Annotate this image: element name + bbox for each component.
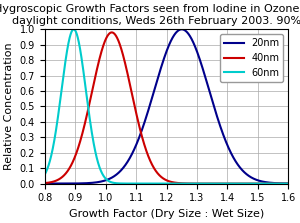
20nm [56, 182, 59, 185]
60nm [235, 182, 238, 185]
20nm [280, 182, 283, 185]
60nm [72, 28, 76, 31]
60nm [279, 182, 283, 185]
40nm [286, 182, 290, 185]
60nm [43, 173, 46, 176]
40nm [43, 182, 46, 184]
40nm [161, 177, 165, 180]
Line: 40nm: 40nm [45, 32, 288, 184]
40nm [110, 31, 114, 34]
20nm [43, 182, 46, 185]
40nm [155, 171, 159, 174]
20nm [155, 81, 158, 83]
X-axis label: Growth Factor (Dry Size : Wet Size): Growth Factor (Dry Size : Wet Size) [69, 209, 264, 219]
60nm [161, 182, 165, 185]
20nm [161, 60, 165, 62]
20nm [235, 161, 238, 164]
20nm [279, 182, 283, 185]
20nm [180, 28, 184, 31]
40nm [279, 182, 283, 185]
Line: 20nm: 20nm [45, 29, 288, 184]
60nm [286, 182, 290, 185]
60nm [56, 121, 59, 123]
Line: 60nm: 60nm [45, 29, 288, 184]
40nm [56, 179, 59, 182]
Title: Hygroscopic Growth Factors seen from Iodine in Ozone during
daylight conditions,: Hygroscopic Growth Factors seen from Iod… [0, 4, 300, 26]
Y-axis label: Relative Concentration: Relative Concentration [4, 43, 14, 170]
60nm [155, 182, 159, 185]
60nm [280, 182, 283, 185]
20nm [286, 182, 290, 185]
Legend: 20nm, 40nm, 60nm: 20nm, 40nm, 60nm [220, 34, 283, 82]
40nm [235, 182, 238, 185]
40nm [280, 182, 283, 185]
